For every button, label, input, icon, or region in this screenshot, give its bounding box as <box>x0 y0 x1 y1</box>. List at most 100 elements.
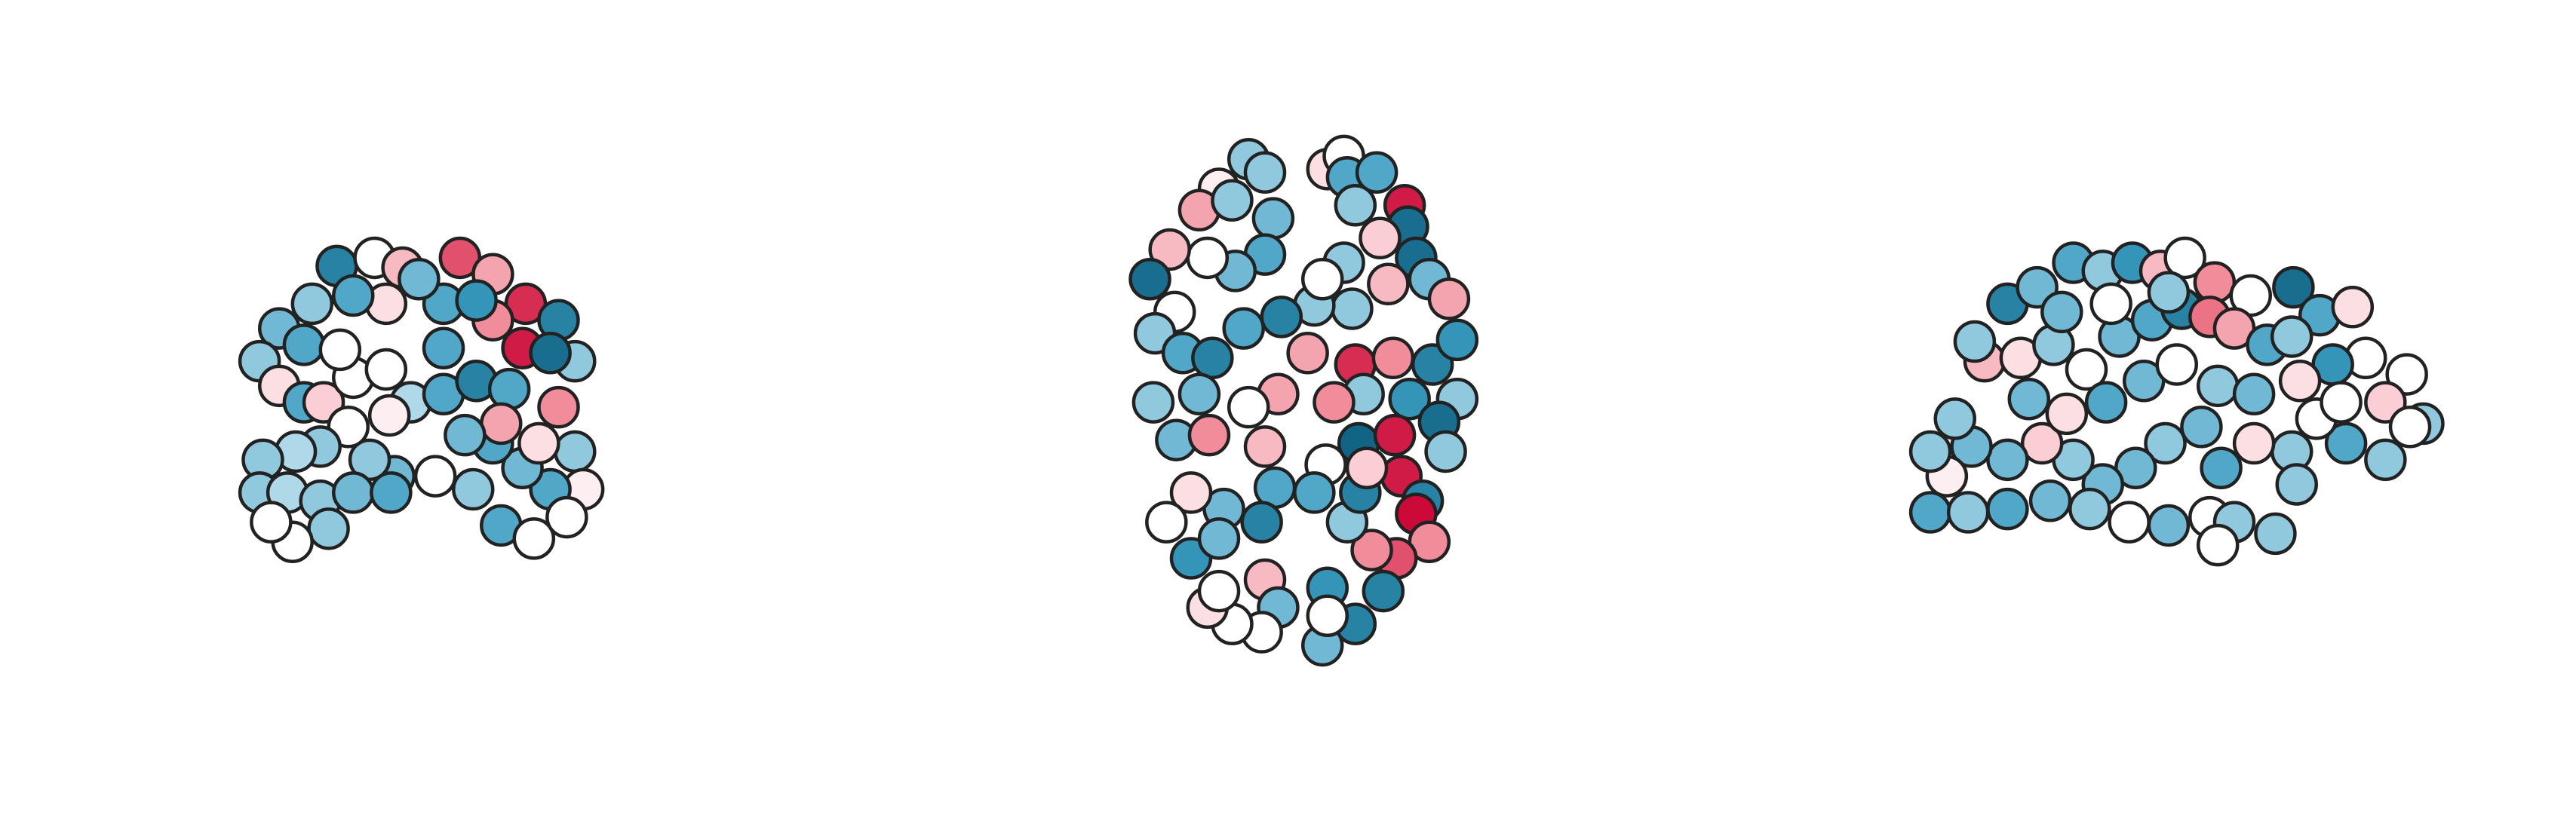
node <box>2155 343 2199 386</box>
node <box>444 413 487 457</box>
node <box>1187 413 1231 457</box>
node <box>1169 471 1213 514</box>
node <box>554 430 597 473</box>
node <box>1313 381 1356 424</box>
node <box>2270 315 2313 358</box>
node <box>2196 364 2240 408</box>
node <box>2084 381 2128 424</box>
node <box>1331 287 1374 330</box>
node <box>1131 381 1175 424</box>
node <box>1362 569 1405 613</box>
node <box>1435 318 1479 362</box>
node <box>1286 332 1329 375</box>
node <box>2232 372 2276 415</box>
node <box>2254 512 2297 556</box>
node <box>1186 236 1230 280</box>
node <box>545 495 588 539</box>
node <box>2065 348 2108 391</box>
node <box>1197 569 1241 613</box>
node <box>398 258 441 301</box>
node <box>332 471 375 514</box>
node <box>2388 406 2432 449</box>
node <box>282 323 326 366</box>
node <box>2028 479 2072 522</box>
node <box>480 402 523 446</box>
node <box>2068 487 2111 531</box>
node <box>1227 385 1270 429</box>
node <box>1388 378 1431 421</box>
node <box>2144 421 2187 465</box>
brain-view <box>1128 134 1479 667</box>
node <box>2180 406 2223 449</box>
node <box>1293 471 1336 514</box>
node <box>1427 277 1471 320</box>
node <box>1243 151 1287 194</box>
node <box>529 332 572 375</box>
brain-view <box>1908 236 2445 567</box>
node <box>2045 392 2089 436</box>
node <box>1240 501 1283 544</box>
node <box>2272 265 2315 309</box>
node <box>2320 381 2363 424</box>
node <box>1222 307 1265 350</box>
node <box>2324 421 2368 465</box>
node <box>2232 421 2276 465</box>
node <box>2163 236 2206 280</box>
node <box>1251 197 1295 240</box>
node <box>422 326 465 369</box>
node <box>307 507 350 550</box>
node <box>487 367 531 411</box>
node <box>2278 360 2322 403</box>
node <box>2089 282 2132 326</box>
node <box>1367 262 1410 306</box>
node <box>1350 528 1393 571</box>
node <box>455 279 498 322</box>
node <box>1933 397 1976 440</box>
node <box>1191 336 1234 380</box>
node <box>364 348 408 391</box>
node <box>2275 463 2319 506</box>
node <box>2040 290 2083 334</box>
brain-view <box>238 236 605 563</box>
node <box>2147 271 2191 314</box>
node <box>517 421 560 465</box>
node <box>1260 296 1303 339</box>
node <box>451 467 495 511</box>
node <box>1908 491 1952 534</box>
node <box>1986 487 2029 531</box>
node <box>370 471 413 514</box>
node <box>1211 179 1254 222</box>
node <box>1986 438 2029 482</box>
node <box>1128 258 1171 301</box>
node <box>1334 184 1377 227</box>
node <box>1345 446 1389 489</box>
node <box>367 394 411 437</box>
node <box>2196 523 2240 567</box>
node <box>1145 501 1188 544</box>
node <box>512 517 556 560</box>
node <box>1355 151 1399 194</box>
node <box>1373 413 1417 457</box>
node <box>2200 446 2243 489</box>
node <box>1243 425 1287 468</box>
node <box>1946 491 1990 534</box>
node <box>1197 517 1241 560</box>
node <box>1908 430 1952 473</box>
node <box>332 274 375 317</box>
node <box>2385 353 2428 396</box>
node <box>1300 258 1344 301</box>
node <box>1306 594 1349 637</box>
node <box>2364 438 2407 482</box>
node <box>2108 501 2151 544</box>
node <box>413 455 457 498</box>
node <box>1359 216 1402 260</box>
node <box>537 385 580 429</box>
node <box>1424 430 1467 473</box>
node <box>1953 320 1997 363</box>
node <box>1148 228 1191 271</box>
node <box>2147 504 2191 547</box>
node <box>2007 378 2050 421</box>
node <box>318 328 362 372</box>
